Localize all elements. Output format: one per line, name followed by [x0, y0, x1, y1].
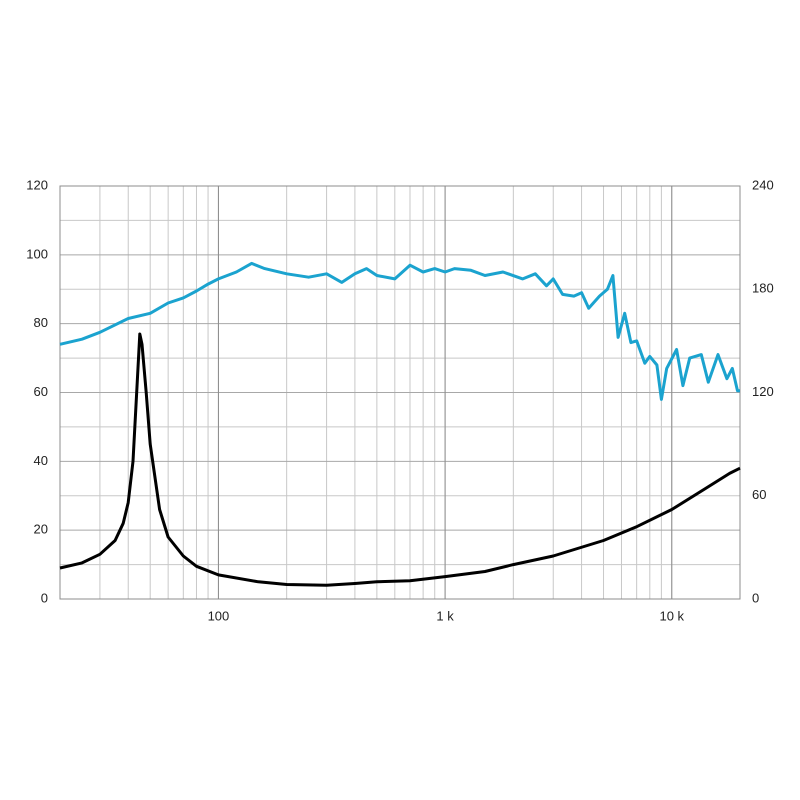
y-tick-label: 60: [34, 384, 48, 399]
y-tick-label: 0: [41, 590, 48, 605]
x-tick-label: 1 k: [436, 608, 454, 623]
plot-frame: [59, 185, 741, 600]
series-line: [59, 261, 740, 401]
series-line: [59, 332, 741, 587]
y-tick-label: 20: [34, 522, 48, 537]
y-tick-label: 80: [34, 315, 48, 330]
y2-tick-label: 0: [752, 590, 759, 605]
x-tick-label: 100: [208, 608, 230, 623]
y-tick-label: 40: [34, 453, 48, 468]
x-tick-label: 10 k: [659, 608, 684, 623]
y2-tick-label: 180: [752, 281, 774, 296]
y2-tick-label: 120: [752, 384, 774, 399]
y-tick-label: 120: [26, 177, 48, 192]
y2-tick-label: 240: [752, 177, 774, 192]
y2-tick-label: 60: [752, 487, 766, 502]
y-tick-label: 100: [26, 246, 48, 261]
